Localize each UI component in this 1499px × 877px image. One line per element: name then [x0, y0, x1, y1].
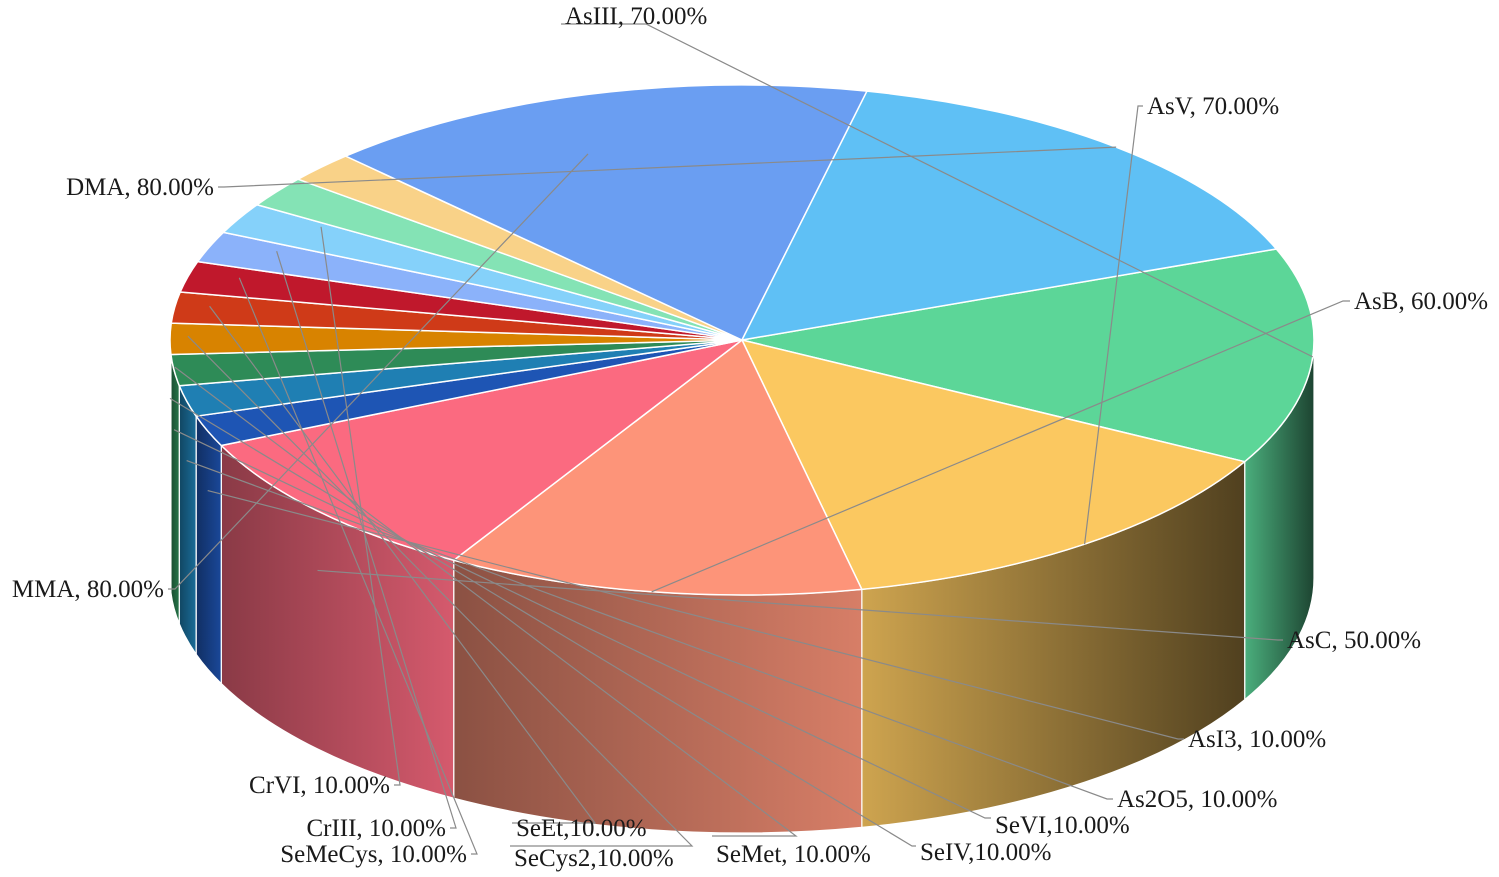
- leader-line-asc: [317, 569, 1283, 641]
- leader-line-semecys: [238, 277, 478, 855]
- side-wall-as2o5: [178, 385, 197, 657]
- side-wall-seiv: [169, 339, 172, 593]
- side-wall-sevi: [170, 354, 180, 624]
- pie-top-faces: [169, 84, 1315, 596]
- leader-line-seet: [209, 305, 597, 824]
- data-label-secys2: SeCys2,10.00%: [514, 845, 674, 872]
- leader-line-seiv: [169, 397, 916, 847]
- leader-line-criii: [276, 251, 457, 829]
- data-label-seiv: SeIV,10.00%: [920, 839, 1051, 866]
- data-label-asc: AsC, 50.00%: [1287, 627, 1421, 654]
- leader-line-asv: [1084, 105, 1143, 545]
- data-labels: AsIII, 70.00% AsV, 70.00% AsB, 60.00% AsC, …: [12, 3, 1488, 872]
- leader-line-crvi: [320, 226, 401, 786]
- data-label-seet: SeEt,10.00%: [516, 815, 647, 842]
- side-wall-asb: [453, 559, 863, 834]
- label-leader-lines: [168, 23, 1350, 855]
- leader-line-dma: [218, 146, 1117, 188]
- side-wall-asi3: [195, 414, 222, 685]
- data-label-asb: AsB, 60.00%: [1354, 288, 1488, 315]
- data-label-asi3: AsI3, 10.00%: [1188, 726, 1326, 753]
- leader-line-semet: [174, 366, 798, 837]
- data-label-crvi: CrVI, 10.00%: [249, 772, 390, 799]
- data-label-semecys: SeMeCys, 10.00%: [280, 841, 467, 868]
- pie-side-walls: [169, 339, 1315, 834]
- leader-line-asi3: [207, 489, 1184, 740]
- data-label-sevi: SeVI,10.00%: [995, 812, 1130, 839]
- data-label-asv: AsV, 70.00%: [1147, 93, 1279, 120]
- pie-slice-mma: [344, 84, 868, 341]
- data-label-semet: SeMet, 10.00%: [716, 841, 871, 868]
- leader-line-mma: [168, 153, 589, 590]
- leader-line-asb: [651, 300, 1350, 593]
- data-label-asiii: AsIII, 70.00%: [565, 3, 707, 30]
- data-label-mma: MMA, 80.00%: [12, 576, 164, 603]
- data-label-dma: DMA, 80.00%: [66, 174, 214, 201]
- leader-line-as2o5: [186, 459, 1113, 800]
- leader-line-asiii: [561, 23, 1314, 358]
- data-label-as2o5: As2O5, 10.00%: [1117, 786, 1277, 813]
- data-label-criii: CrIII, 10.00%: [306, 815, 446, 842]
- leader-line-sevi: [173, 429, 991, 819]
